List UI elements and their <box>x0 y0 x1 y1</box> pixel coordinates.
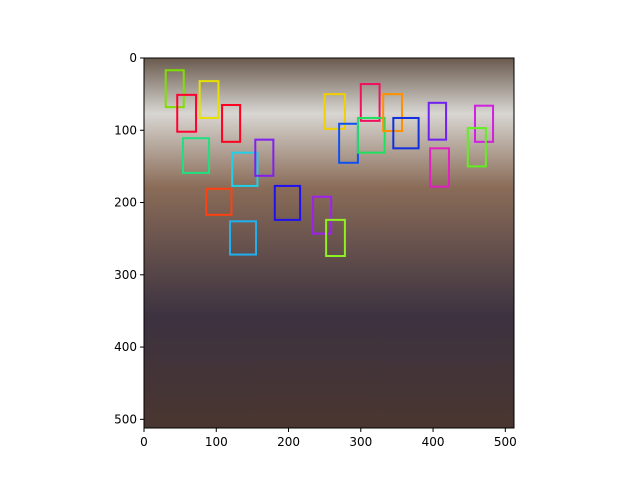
y-tick-label: 100 <box>114 123 137 137</box>
bounding-box <box>392 116 420 150</box>
bounding-box <box>466 127 487 168</box>
x-tick-label: 500 <box>494 435 517 449</box>
y-tick-label: 300 <box>114 268 137 282</box>
y-tick-label: 500 <box>114 412 137 426</box>
bounding-box <box>356 116 386 154</box>
bounding-box <box>205 187 233 216</box>
y-tick-label: 0 <box>129 51 137 65</box>
bounding-box <box>231 151 259 187</box>
bounding-box <box>429 147 450 188</box>
bounding-box <box>273 184 302 221</box>
bounding-box <box>427 101 448 141</box>
axes-frame <box>143 57 515 429</box>
x-tick-label: 300 <box>349 435 372 449</box>
bounding-box <box>198 80 220 119</box>
bounding-box <box>254 138 275 177</box>
bounding-box <box>325 218 346 258</box>
bounding-box <box>221 103 242 143</box>
bounding-box <box>473 104 495 143</box>
bounding-box <box>312 195 333 235</box>
bounding-box <box>323 93 346 130</box>
bounding-box <box>164 69 185 109</box>
x-tick-label: 0 <box>140 435 148 449</box>
bounding-box <box>182 137 211 174</box>
photo <box>144 58 514 428</box>
y-tick-label: 400 <box>114 340 137 354</box>
bounding-box <box>228 220 258 256</box>
x-tick-label: 400 <box>422 435 445 449</box>
bounding-box <box>359 83 381 122</box>
y-tick-label: 200 <box>114 196 137 210</box>
x-tick-label: 200 <box>277 435 300 449</box>
bounding-box <box>176 93 198 133</box>
x-tick-label: 100 <box>205 435 228 449</box>
